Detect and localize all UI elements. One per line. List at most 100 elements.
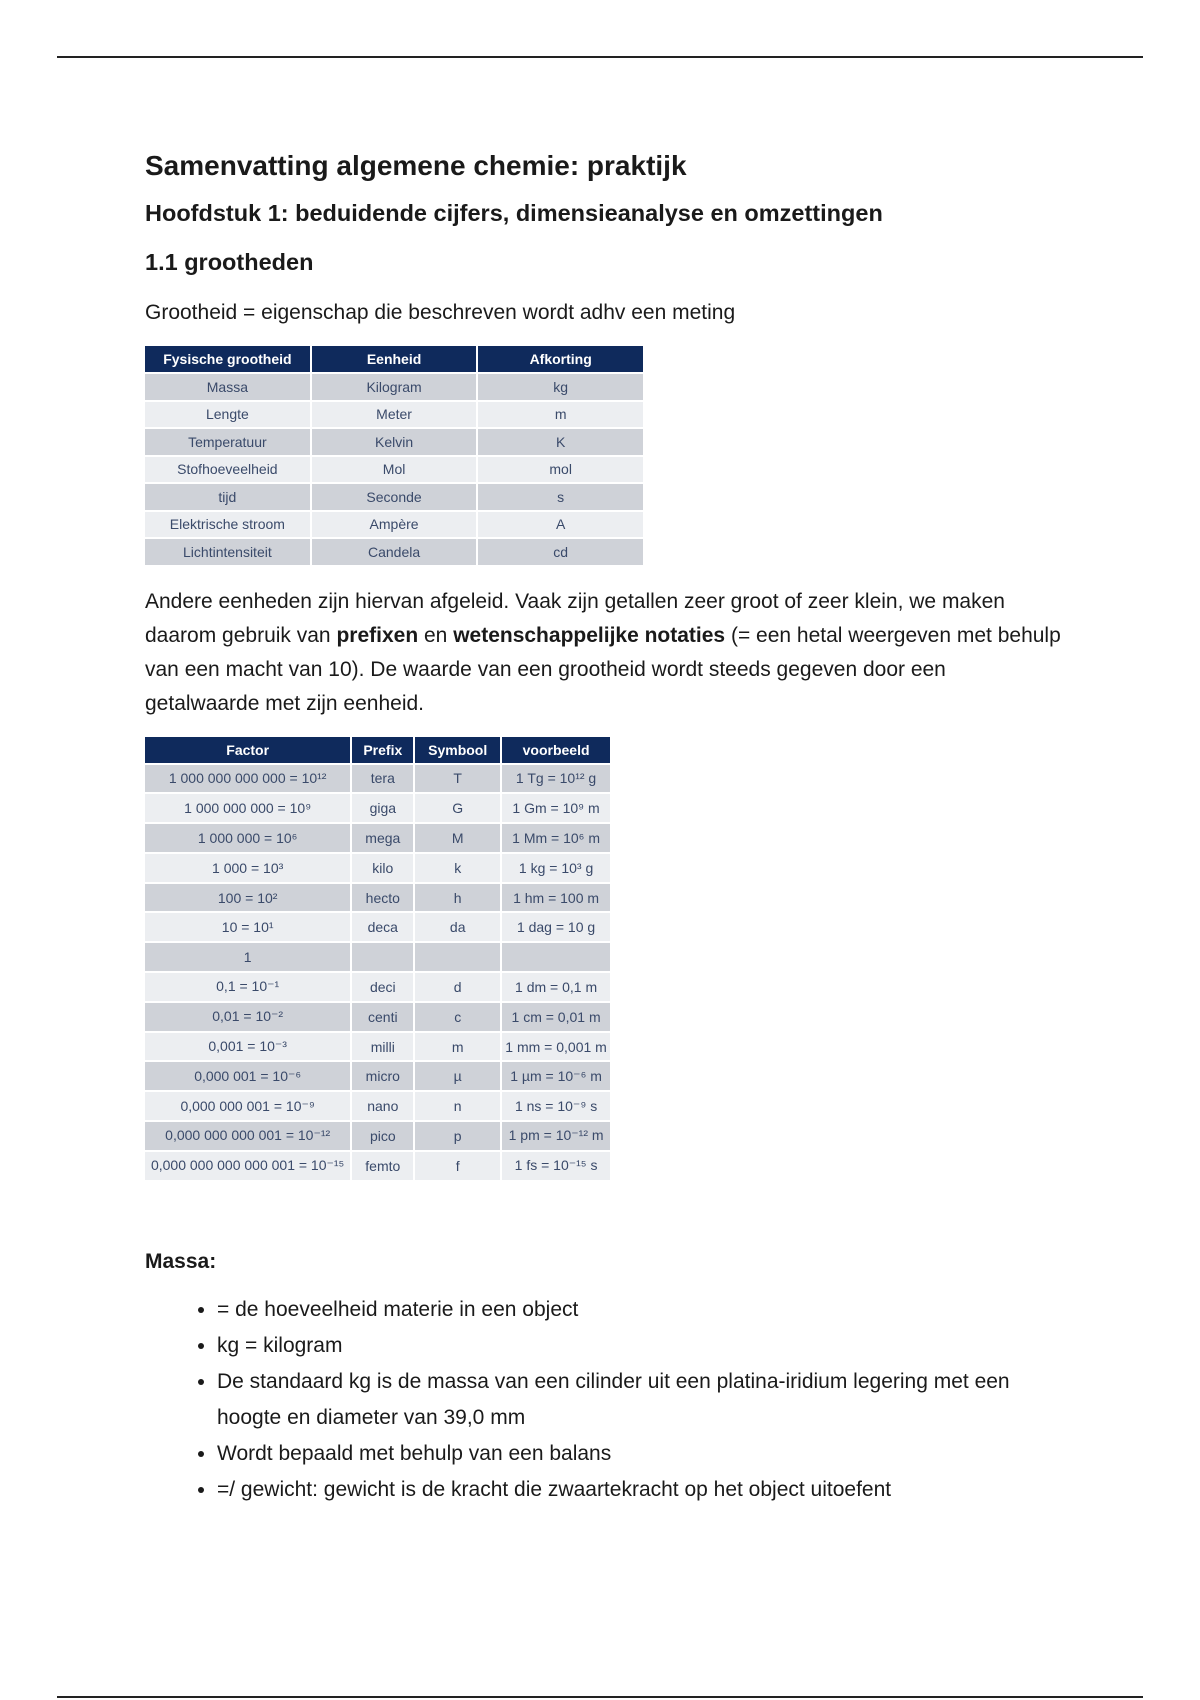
table-cell: femto <box>351 1149 416 1180</box>
table-cell: 1 dag = 10 g <box>501 911 612 943</box>
table-cell: 0,000 000 000 001 = 10⁻¹² <box>145 1120 353 1151</box>
table-cell: Temperatuur <box>145 427 312 456</box>
table-cell: G <box>414 792 503 824</box>
table-cell: h <box>414 881 503 913</box>
massa-bullets: = de hoeveelheid materie in een objectkg… <box>145 1292 1065 1508</box>
column-header: Eenheid <box>310 346 479 373</box>
table-cell: hecto <box>351 881 416 913</box>
table-cell: Massa <box>145 372 312 401</box>
table-cell: Elektrische stroom <box>145 509 312 538</box>
header-rule <box>57 56 1143 58</box>
column-header: Symbool <box>414 736 503 764</box>
table-cell: 1 mm = 0,001 m <box>501 1030 612 1062</box>
table-cell: 1 000 000 000 = 10⁹ <box>145 792 353 824</box>
table-cell: deci <box>351 971 416 1002</box>
column-header: Factor <box>145 736 353 764</box>
table-cell: K <box>477 427 645 456</box>
table-cell: deca <box>351 911 416 943</box>
table-cell: 1 Tg = 10¹² g <box>501 762 612 794</box>
prefix-table: Factor Prefix Symbool voorbeeld 1 000 000 0… <box>145 736 612 1180</box>
table-cell: m <box>414 1030 503 1062</box>
table-cell: giga <box>351 792 416 824</box>
table-cell: 0,000 001 = 10⁻⁶ <box>145 1060 353 1092</box>
table-cell: Mol <box>310 454 479 483</box>
table-cell <box>414 941 503 973</box>
table-row: 0,1 = 10⁻¹ deci d 1 dm = 0,1 m <box>145 971 612 1002</box>
table-cell: Kilogram <box>310 372 479 401</box>
table-cell: Stofhoeveelheid <box>145 454 312 483</box>
table-row: Stofhoeveelheid Mol mol <box>145 454 645 483</box>
table-cell: tijd <box>145 482 312 511</box>
table-cell: Lengte <box>145 399 312 428</box>
table-cell: Seconde <box>310 482 479 511</box>
table-row: Lengte Meter m <box>145 399 645 428</box>
table-cell: k <box>414 851 503 883</box>
footer-rule <box>57 1696 1143 1698</box>
table-row: 1 000 000 000 = 10⁹ giga G 1 Gm = 10⁹ m <box>145 792 612 824</box>
table-cell: 0,1 = 10⁻¹ <box>145 971 353 1002</box>
table-row: 10 = 10¹ deca da 1 dag = 10 g <box>145 911 612 943</box>
table-cell: 1 000 = 10³ <box>145 851 353 883</box>
table-cell: µ <box>414 1060 503 1092</box>
table-cell: A <box>477 509 645 538</box>
table-cell: da <box>414 911 503 943</box>
table-row: 0,01 = 10⁻² centi c 1 cm = 0,01 m <box>145 1000 612 1032</box>
table-cell: mol <box>477 454 645 483</box>
bullet-item: =/ gewicht: gewicht is de kracht die zwa… <box>217 1472 1065 1508</box>
table-row: Temperatuur Kelvin K <box>145 427 645 456</box>
table-cell: 1 hm = 100 m <box>501 881 612 913</box>
table-cell: 0,01 = 10⁻² <box>145 1000 353 1032</box>
table-cell: mega <box>351 822 416 853</box>
table-cell: milli <box>351 1030 416 1062</box>
table-cell: p <box>414 1120 503 1151</box>
table-cell: 1 µm = 10⁻⁶ m <box>501 1060 612 1092</box>
table-row: 0,000 000 001 = 10⁻⁹ nano n 1 ns = 10⁻⁹ s <box>145 1090 612 1122</box>
bullet-item: = de hoeveelheid materie in een object <box>217 1292 1065 1328</box>
table-cell: 0,001 = 10⁻³ <box>145 1030 353 1062</box>
table-row: 0,000 000 000 000 001 = 10⁻¹⁵ femto f 1 fs … <box>145 1149 612 1180</box>
table-cell: 1 dm = 0,1 m <box>501 971 612 1002</box>
table-row: 0,000 000 000 001 = 10⁻¹² pico p 1 pm = 10⁻… <box>145 1120 612 1151</box>
table-row: 1 000 000 = 10⁶ mega M 1 Mm = 10⁶ m <box>145 822 612 853</box>
table-cell: kg <box>477 372 645 401</box>
table-row: 1 <box>145 941 612 973</box>
table-cell: n <box>414 1090 503 1122</box>
column-header: Fysische grootheid <box>145 346 312 373</box>
table-cell: 1 fs = 10⁻¹⁵ s <box>501 1149 612 1180</box>
table-row: 0,001 = 10⁻³ milli m 1 mm = 0,001 m <box>145 1030 612 1062</box>
table-cell: T <box>414 762 503 794</box>
table-cell <box>501 941 612 973</box>
bullet-item: kg = kilogram <box>217 1328 1065 1364</box>
table-cell: f <box>414 1149 503 1180</box>
si-units-table: Fysische grootheid Eenheid Afkorting Massa… <box>145 346 645 565</box>
table-cell: centi <box>351 1000 416 1032</box>
table-cell: 1 cm = 0,01 m <box>501 1000 612 1032</box>
table-cell: 0,000 000 001 = 10⁻⁹ <box>145 1090 353 1122</box>
column-header: voorbeeld <box>501 736 612 764</box>
prefix-paragraph: Andere eenheden zijn hiervan afgeleid. V… <box>145 589 1061 715</box>
table-row: 0,000 001 = 10⁻⁶ micro µ 1 µm = 10⁻⁶ m <box>145 1060 612 1092</box>
table-cell: nano <box>351 1090 416 1122</box>
definition: Grootheid = eigenschap die beschreven wo… <box>145 301 736 324</box>
massa-heading: Massa: <box>145 1249 217 1273</box>
section-heading: 1.1 grootheden <box>145 249 314 275</box>
table-cell: 1 000 000 = 10⁶ <box>145 822 353 853</box>
table-cell: 100 = 10² <box>145 881 353 913</box>
table-cell: Kelvin <box>310 427 479 456</box>
table-cell: Candela <box>310 537 479 565</box>
content: Samenvatting algemene chemie: praktijk H… <box>145 140 1065 1508</box>
table-cell: d <box>414 971 503 1002</box>
table-cell: 1 ns = 10⁻⁹ s <box>501 1090 612 1122</box>
table-cell: Ampère <box>310 509 479 538</box>
table-cell: Meter <box>310 399 479 428</box>
table-row: Elektrische stroom Ampère A <box>145 509 645 538</box>
table-cell: micro <box>351 1060 416 1092</box>
table-cell <box>351 941 416 973</box>
table-cell: tera <box>351 762 416 794</box>
document-title: Samenvatting algemene chemie: praktijk <box>145 150 687 181</box>
table-cell: c <box>414 1000 503 1032</box>
table-cell: kilo <box>351 851 416 883</box>
table-cell: 0,000 000 000 000 001 = 10⁻¹⁵ <box>145 1149 353 1180</box>
table-cell: s <box>477 482 645 511</box>
